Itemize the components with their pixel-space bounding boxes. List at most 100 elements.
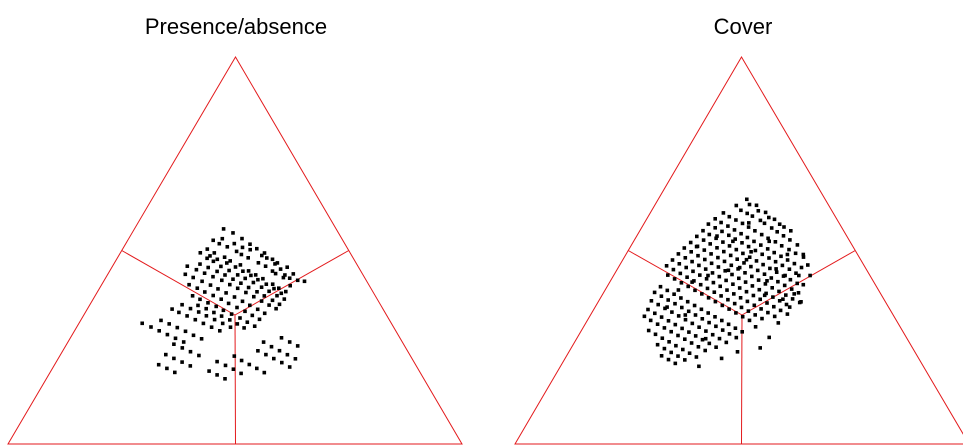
data-point [208,283,213,287]
data-point [191,275,195,280]
data-point [156,362,161,367]
data-point [270,269,275,273]
data-point [190,294,195,298]
data-point [793,251,798,256]
data-point [214,304,218,309]
data-point [183,272,188,277]
data-point [255,290,259,294]
data-point [673,301,677,306]
data-point [785,258,790,262]
data-point [734,247,739,252]
data-point [753,248,758,253]
data-point [261,340,266,344]
data-point [749,250,753,254]
data-point [242,326,246,330]
data-point [801,252,806,257]
ternary-panel-1 [514,56,963,445]
data-point [207,369,211,373]
data-point [666,273,670,277]
data-point [787,247,791,252]
data-point [235,305,239,310]
data-point [665,288,670,293]
data-point [223,273,227,277]
data-point [185,264,190,268]
data-point [716,255,720,260]
data-point [251,280,256,285]
data-point [753,313,757,317]
data-point [683,358,687,362]
data-point [759,243,763,247]
data-point [293,357,298,361]
data-point [756,278,761,282]
data-point [772,217,777,222]
data-point [204,306,208,311]
data-point [731,282,735,286]
data-point [730,272,734,277]
data-point [779,244,784,248]
data-point [646,328,651,333]
data-point [223,377,227,381]
data-point [260,253,264,258]
data-point [719,294,723,298]
data-point [703,257,707,262]
data-point [769,276,774,280]
data-point [220,278,224,283]
data-point [762,272,767,276]
data-point [757,287,762,292]
data-point [682,246,687,250]
data-point [768,266,772,271]
data-point [659,294,664,298]
data-point [288,283,292,288]
data-point [753,229,757,233]
data-point [247,362,252,367]
data-point [706,311,710,315]
data-point [181,340,186,344]
data-point [272,356,276,361]
data-point [291,272,296,276]
data-point [795,243,800,247]
data-point [642,314,647,319]
data-point [767,215,771,220]
data-point [164,352,168,357]
data-point [676,252,681,256]
data-point [250,313,255,318]
data-point [780,263,785,268]
data-point [747,202,752,207]
data-point [713,299,718,304]
data-point [200,279,204,284]
data-point [669,350,673,355]
data-point [281,275,286,280]
data-point [243,309,247,314]
data-point [683,337,687,341]
data-point [220,321,225,326]
data-point [194,267,199,272]
data-point [676,354,680,358]
data-point [685,275,689,279]
data-point [700,317,705,321]
ternary-divider-1 [234,250,349,316]
data-point [704,277,709,281]
data-point [683,317,688,322]
data-point [686,284,690,289]
data-point [688,240,693,245]
ternary-divider-2 [741,314,743,445]
data-point [219,297,223,301]
data-point [255,246,259,251]
data-point [165,366,169,371]
data-point [206,301,210,305]
data-point [223,363,228,368]
data-point [767,256,771,260]
data-point [698,273,702,277]
data-point [280,360,284,365]
data-point [238,316,242,320]
data-point [797,273,801,278]
data-point [165,332,170,337]
data-point [673,361,678,366]
data-point [732,301,737,306]
data-point [655,342,660,347]
data-point [262,294,267,298]
data-point [243,276,247,281]
data-point [232,354,237,358]
data-point [746,244,751,249]
data-point [720,303,725,308]
